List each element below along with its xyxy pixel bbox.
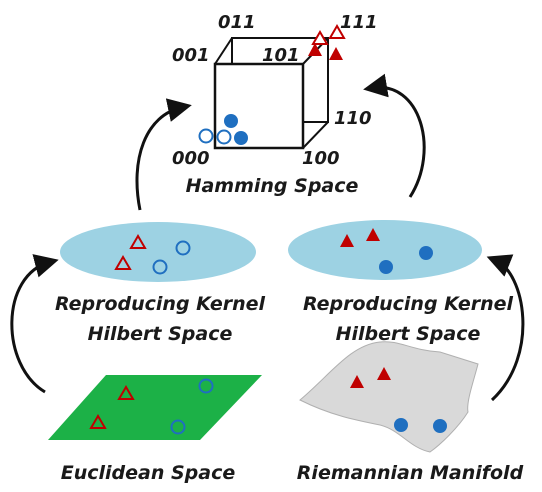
blue-filled-circle (224, 114, 238, 128)
euclidean-space: Euclidean Space (48, 375, 262, 484)
rkhs-right-ellipse (288, 220, 482, 280)
vertex-label-001: 001 (172, 45, 210, 66)
vertex-label-011: 011 (218, 12, 256, 33)
blue-open-circle (198, 378, 214, 394)
rkhs-left-label-line1: Reproducing Kernel (55, 293, 266, 315)
red-open-triangle (129, 234, 147, 249)
blue-open-circle (152, 259, 168, 275)
red-open-triangle (328, 24, 346, 39)
arrow-rkhs-left-to-hamming (135, 98, 192, 211)
hamming-cube: 011 111 001 101 110 000 100 Hamming Spac… (172, 12, 378, 197)
cube-front-face (213, 62, 305, 150)
red-filled-triangle (308, 43, 322, 56)
rkhs-right-label-line1: Reproducing Kernel (303, 293, 514, 315)
vertex-label-101: 101 (262, 45, 300, 66)
arrow-rkhs-right-to-hamming (363, 73, 426, 198)
manifold-surface (299, 341, 479, 453)
red-filled-triangle (340, 234, 354, 247)
blue-open-circle (198, 128, 214, 144)
red-filled-triangle (350, 375, 364, 388)
rkhs-right-label-line2: Hilbert Space (336, 323, 481, 345)
blue-filled-circle (379, 260, 393, 274)
red-open-triangle (311, 30, 329, 45)
vertex-label-111: 111 (340, 12, 378, 33)
cube-edge (302, 121, 329, 149)
blue-open-circle (175, 240, 191, 256)
red-filled-triangle (366, 228, 380, 241)
red-filled-triangle (329, 47, 343, 60)
red-open-triangle (114, 255, 132, 270)
rkhs-right: Reproducing Kernel Hilbert Space (288, 220, 514, 345)
riemannian-manifold: Riemannian Manifold (297, 341, 524, 484)
blue-filled-circle (234, 131, 248, 145)
red-open-triangle (89, 414, 107, 429)
blue-filled-circle (419, 246, 433, 260)
blue-filled-circle (394, 418, 408, 432)
riemannian-manifold-label: Riemannian Manifold (297, 462, 524, 484)
euclidean-space-label: Euclidean Space (61, 462, 236, 484)
arrow-euclidean-to-rkhs-left (10, 254, 59, 394)
red-filled-triangle (377, 367, 391, 380)
vertex-label-100: 100 (302, 148, 340, 169)
blue-open-circle (216, 129, 232, 145)
red-open-triangle (117, 385, 135, 400)
euclidean-plane (48, 375, 262, 440)
cube-edge (214, 37, 233, 65)
blue-filled-circle (433, 419, 447, 433)
rkhs-left-label-line2: Hilbert Space (88, 323, 233, 345)
hamming-space-title: Hamming Space (186, 175, 359, 197)
vertex-label-110: 110 (334, 108, 372, 129)
vertex-label-000: 000 (172, 148, 210, 169)
arrow-riemannian-to-rkhs-right (486, 254, 525, 402)
rkhs-left-ellipse (60, 222, 256, 282)
rkhs-left: Reproducing Kernel Hilbert Space (55, 222, 266, 345)
blue-open-circle (170, 419, 186, 435)
